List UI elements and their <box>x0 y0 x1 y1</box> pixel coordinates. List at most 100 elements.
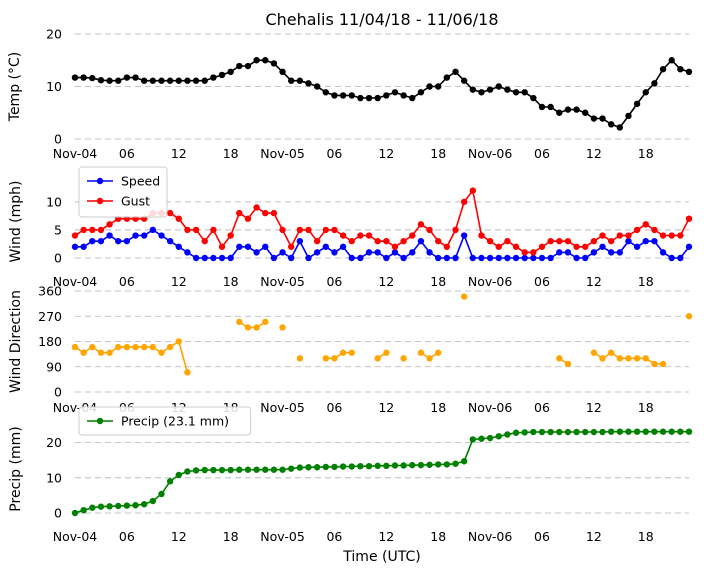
data-point <box>175 77 182 84</box>
data-point <box>564 428 572 436</box>
data-point <box>71 509 79 517</box>
data-point <box>236 466 243 473</box>
data-point <box>651 237 658 245</box>
data-point <box>106 221 113 228</box>
data-point <box>106 503 113 510</box>
y-tick-label: 270 <box>38 309 62 324</box>
data-point <box>166 77 174 84</box>
data-point <box>132 232 139 239</box>
data-point <box>322 89 329 96</box>
data-point <box>123 502 131 509</box>
data-point <box>677 65 684 73</box>
data-point <box>339 92 347 99</box>
data-point <box>426 249 433 256</box>
data-point <box>166 209 174 217</box>
data-point <box>253 57 260 64</box>
data-point <box>166 343 174 351</box>
data-point <box>599 243 606 250</box>
data-point <box>313 249 321 256</box>
data-point <box>478 435 485 442</box>
data-point <box>625 428 632 435</box>
data-point <box>97 503 105 510</box>
data-point <box>253 324 260 331</box>
data-point <box>512 254 520 262</box>
data-point <box>132 343 139 351</box>
data-point <box>547 237 554 245</box>
data-point <box>435 461 442 468</box>
data-point <box>556 109 563 116</box>
data-point <box>417 237 425 245</box>
data-point <box>296 226 304 234</box>
data-point <box>521 249 528 256</box>
data-point <box>400 92 407 99</box>
data-point <box>547 428 554 436</box>
x-tick-label: Nov-05 <box>260 400 304 415</box>
data-point <box>253 466 260 473</box>
data-point <box>184 226 191 234</box>
data-point <box>287 254 295 262</box>
data-point <box>365 94 373 102</box>
data-point <box>633 243 641 250</box>
data-point <box>426 461 433 468</box>
data-point <box>383 462 390 470</box>
data-point <box>210 466 217 474</box>
data-point <box>391 462 399 469</box>
data-point <box>504 86 511 93</box>
data-point <box>564 360 572 368</box>
data-point <box>460 232 468 239</box>
data-point <box>357 462 364 470</box>
data-point <box>607 249 615 256</box>
x-tick-label: 06 <box>534 529 550 544</box>
x-tick-label: 06 <box>326 529 342 544</box>
data-point <box>132 502 139 509</box>
data-point <box>435 237 442 245</box>
x-tick-label: Nov-06 <box>468 529 513 544</box>
data-point <box>512 429 520 436</box>
data-point <box>218 466 226 474</box>
data-point <box>383 254 390 262</box>
data-point <box>504 254 511 262</box>
data-point <box>305 464 312 471</box>
data-point <box>556 237 563 245</box>
data-point <box>651 360 658 368</box>
data-point <box>305 80 312 87</box>
data-point <box>616 355 624 362</box>
data-point <box>616 428 624 435</box>
data-point <box>331 249 338 256</box>
data-point <box>538 254 546 262</box>
series-line-direction <box>238 321 266 329</box>
panel-2: 0 5 10 Nov-04 06 12 18 Nov-05 06 12 18 Nov-06 06 12 18… <box>8 166 693 289</box>
x-tick-label: 06 <box>534 274 550 289</box>
data-point <box>374 94 381 102</box>
x-tick-label: Nov-06 <box>468 400 513 415</box>
data-point <box>547 103 554 111</box>
data-point <box>685 215 693 222</box>
data-point <box>296 355 304 362</box>
data-point <box>175 243 182 250</box>
legend-label: Gust <box>121 194 150 209</box>
data-point <box>599 428 606 436</box>
data-point <box>426 226 433 234</box>
data-point <box>270 209 278 217</box>
x-tick-label: Nov-05 <box>260 146 304 161</box>
data-point <box>262 466 269 473</box>
data-point <box>374 355 381 362</box>
data-point <box>668 428 675 435</box>
data-point <box>616 232 624 239</box>
data-point <box>184 369 191 376</box>
data-point <box>192 254 200 262</box>
data-point <box>313 464 321 471</box>
data-point <box>478 254 485 262</box>
data-point <box>607 349 615 356</box>
data-point <box>201 466 208 474</box>
data-point <box>218 71 226 79</box>
x-tick-label: 18 <box>430 274 446 289</box>
x-tick-label: 06 <box>534 146 550 161</box>
y-tick-label: 0 <box>54 385 62 400</box>
data-point <box>625 232 632 239</box>
data-point <box>296 237 304 245</box>
data-point <box>322 243 329 250</box>
data-point <box>452 226 459 234</box>
data-point <box>530 249 537 256</box>
data-point <box>218 243 226 250</box>
